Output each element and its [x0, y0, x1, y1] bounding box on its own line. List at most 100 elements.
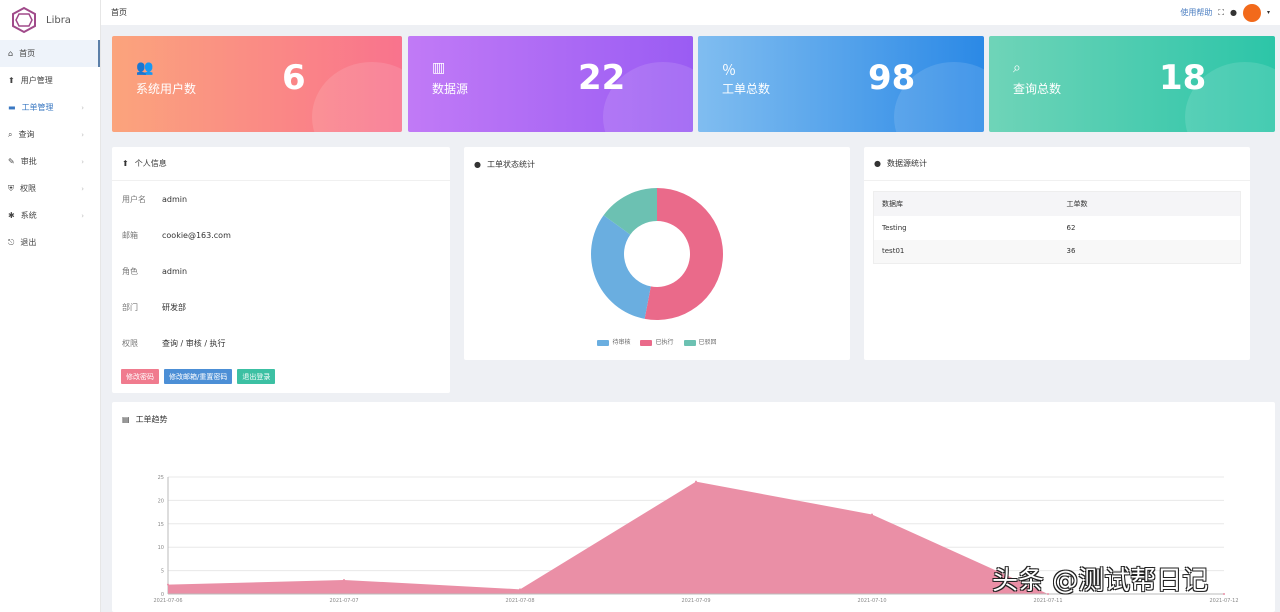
breadcrumb: 首页	[111, 8, 127, 17]
sidebar-item-label: 首页	[19, 49, 36, 58]
stat-value: 98	[868, 58, 916, 98]
panel-title: 工单状态统计	[486, 159, 535, 169]
legend-swatch	[683, 339, 696, 346]
donut-slice[interactable]	[644, 188, 723, 320]
info-value: admin	[162, 266, 188, 276]
x-tick-label: 2021-07-11	[1033, 598, 1062, 604]
stat-label: 查询总数	[1013, 82, 1062, 96]
info-key: 权限	[122, 338, 138, 348]
sidebar-item-label: 权限	[20, 184, 36, 193]
panel-title: 数据源统计	[886, 159, 927, 168]
info-row: 邮箱 cookie@163.com	[112, 217, 450, 253]
logo[interactable]: Libra	[0, 0, 100, 40]
info-key: 角色	[122, 266, 138, 276]
home-icon: ⌂	[8, 49, 14, 58]
donut-slice[interactable]	[591, 215, 651, 319]
caret-down-icon[interactable]: ▾	[1266, 9, 1270, 16]
y-tick-label: 0	[161, 592, 164, 598]
stat-value: 6	[282, 58, 306, 98]
stat-card[interactable]: ％ 工单总数 98	[698, 36, 984, 132]
data-point[interactable]	[1047, 593, 1049, 595]
sidebar-item-label: 查询	[18, 130, 35, 139]
donut-chart	[591, 188, 723, 320]
data-point[interactable]	[695, 480, 697, 483]
data-point[interactable]	[167, 583, 169, 586]
legend-label: 待审核	[612, 339, 631, 346]
chevron-icon: ›	[81, 184, 84, 193]
info-value: 研发部	[162, 302, 186, 312]
stat-value: 18	[1159, 58, 1207, 98]
stat-label: 数据源	[432, 82, 469, 96]
bell-icon[interactable]: ●	[1230, 8, 1237, 17]
help-link[interactable]: 使用帮助	[1180, 8, 1213, 17]
tag-icon: ●	[474, 159, 481, 169]
fullscreen-icon[interactable]: ⛶	[1218, 7, 1224, 17]
legend-item[interactable]: 待审核	[597, 337, 630, 346]
legend-item[interactable]: 已执行	[640, 337, 674, 346]
sidebar: Libra ⌂ 首页 ⬆ 用户管理 ▬ 工单管理 › ⌕ 查询 › ✎ 审批 › ⛨ 权限 › ✱ 系统 › ⎋ 退出	[0, 0, 101, 612]
settings-icon: ✱	[8, 211, 15, 220]
sidebar-item-label: 系统	[20, 211, 37, 220]
logout-icon: ⎋	[8, 237, 15, 247]
data-point[interactable]	[1223, 593, 1225, 595]
y-tick-label: 10	[158, 545, 164, 551]
legend-swatch	[640, 339, 653, 346]
x-tick-label: 2021-07-10	[857, 598, 886, 604]
data-point[interactable]	[343, 578, 345, 581]
info-value: 查询 / 审核 / 执行	[162, 338, 226, 348]
sidebar-item[interactable]: ⛨ 权限 ›	[0, 175, 100, 202]
avatar[interactable]	[1242, 3, 1261, 22]
x-tick-label: 2021-07-09	[681, 598, 710, 604]
info-row: 部门 研发部	[112, 289, 450, 325]
trend-panel: ▤ 工单趋势 0 5 10 15 20 25 2021-07-06 2021-07-07 2021…	[112, 402, 1275, 612]
data-point[interactable]	[519, 588, 521, 591]
chart-icon: ▤	[122, 414, 130, 424]
info-key: 部门	[122, 302, 138, 312]
datasource-table: 数据库 工单数 Testing 62 test01 36	[873, 191, 1241, 264]
header: 首页 使用帮助 ⛶ ● ▾	[101, 0, 1280, 25]
search-icon: ⌕	[1013, 60, 1021, 76]
sidebar-item[interactable]: ✎ 审批 ›	[0, 148, 100, 175]
sidebar-item[interactable]: ⌂ 首页	[0, 40, 100, 67]
sidebar-item-label: 用户管理	[20, 76, 53, 85]
stat-card[interactable]: ▥ 数据源 22	[408, 36, 693, 132]
chevron-icon: ›	[81, 211, 84, 220]
profile-panel: ⬆ 个人信息 用户名 admin 邮箱 cookie@163.com 角色 admin 部门 研…	[112, 147, 450, 393]
sidebar-item[interactable]: ▬ 工单管理 ›	[0, 94, 100, 121]
sidebar-item-label: 工单管理	[21, 103, 54, 112]
search-icon: ⌕	[8, 129, 13, 139]
sidebar-item[interactable]: ✱ 系统 ›	[0, 202, 100, 229]
bar-chart-icon: ▥	[432, 60, 446, 76]
brand-name: Libra	[46, 14, 71, 26]
chevron-icon: ›	[81, 103, 84, 112]
chevron-icon: ›	[81, 130, 84, 139]
profile-action-button[interactable]: 修改密码	[121, 369, 159, 384]
area-series	[168, 481, 1224, 594]
info-row: 用户名 admin	[112, 181, 450, 217]
tag-icon: ●	[874, 159, 881, 168]
chevron-icon: ›	[81, 157, 84, 166]
donut-slice[interactable]	[603, 188, 657, 235]
sidebar-item[interactable]: ⬆ 用户管理	[0, 67, 100, 94]
profile-action-button[interactable]: 退出登录	[237, 369, 276, 384]
data-point[interactable]	[871, 513, 873, 516]
x-tick-label: 2021-07-12	[1209, 598, 1238, 604]
panel-title: 个人信息	[134, 159, 167, 168]
legend-item[interactable]: 已驳回	[683, 337, 717, 346]
percent-icon: ％	[722, 63, 736, 79]
stat-card[interactable]: ⌕ 查询总数 18	[989, 36, 1275, 132]
sidebar-item[interactable]: ⌕ 查询 ›	[0, 121, 100, 148]
stat-card[interactable]: 👥 系统用户数 6	[112, 36, 402, 132]
area-chart: 0 5 10 15 20 25 2021-07-06 2021-07-07 2021-07-08…	[153, 475, 1238, 604]
table-cell: 62	[1066, 223, 1076, 232]
profile-action-button[interactable]: 修改邮箱/重置密码	[164, 369, 233, 384]
user-icon: ⬆	[8, 76, 15, 85]
legend-label: 已执行	[655, 339, 674, 346]
x-tick-label: 2021-07-07	[329, 598, 358, 604]
sidebar-item[interactable]: ⎋ 退出	[0, 229, 100, 256]
legend-label: 已驳回	[698, 339, 717, 346]
info-row: 权限 查询 / 审核 / 执行	[112, 325, 450, 361]
x-tick-label: 2021-07-08	[505, 598, 534, 604]
edit-icon: ✎	[8, 157, 15, 166]
table-cell: 36	[1066, 247, 1076, 256]
